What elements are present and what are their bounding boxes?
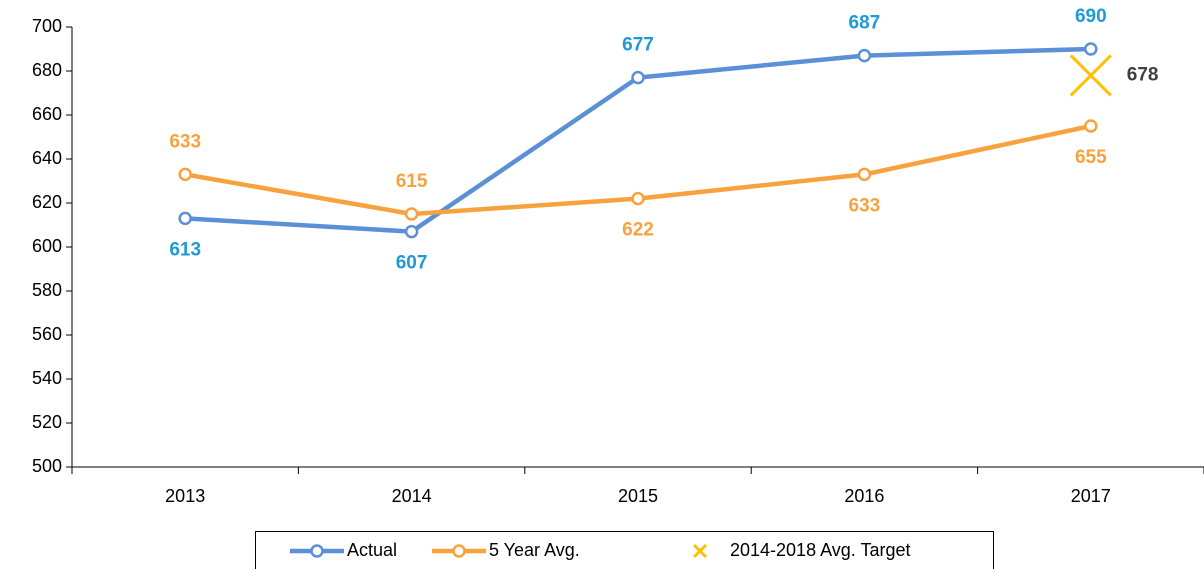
point-marker xyxy=(1084,119,1098,133)
x-tick-label: 2015 xyxy=(618,486,658,506)
y-tick-label: 660 xyxy=(32,104,62,124)
legend-label: 2014-2018 Avg. Target xyxy=(730,540,910,560)
x-tick-label: 2017 xyxy=(1071,486,1111,506)
y-tick-label: 580 xyxy=(32,280,62,300)
y-tick-label: 680 xyxy=(32,60,62,80)
legend-label: Actual xyxy=(347,540,397,560)
point-marker xyxy=(178,167,192,182)
value-label: 655 xyxy=(1075,147,1107,168)
point-marker xyxy=(857,167,872,182)
value-label: 677 xyxy=(622,35,654,56)
value-label: 690 xyxy=(1075,6,1107,27)
x-tick-label: 2013 xyxy=(165,486,205,506)
y-tick-label: 500 xyxy=(32,456,62,476)
point-marker xyxy=(404,224,419,239)
y-tick-label: 700 xyxy=(32,16,62,36)
y-tick-label: 600 xyxy=(32,236,62,256)
value-label: 615 xyxy=(396,171,428,192)
point-marker xyxy=(631,191,645,206)
x-tick-label: 2014 xyxy=(392,486,432,506)
value-label: 622 xyxy=(622,220,654,241)
y-tick-label: 560 xyxy=(32,324,62,344)
point-marker xyxy=(404,207,419,221)
value-label: 613 xyxy=(169,239,201,260)
legend-label: 5 Year Avg. xyxy=(489,540,580,560)
y-tick-label: 540 xyxy=(32,368,62,388)
y-tick-label: 620 xyxy=(32,192,62,212)
legend-box xyxy=(255,531,994,569)
x-tick-label: 2016 xyxy=(844,486,884,506)
point-marker xyxy=(631,70,645,85)
value-label: 678 xyxy=(1127,64,1159,85)
point-marker xyxy=(178,211,192,226)
legend-marker xyxy=(452,544,466,558)
legend-marker xyxy=(310,544,324,558)
legend-marker xyxy=(692,543,708,559)
point-marker xyxy=(1084,42,1098,56)
y-tick-label: 640 xyxy=(32,148,62,168)
point-marker xyxy=(857,48,872,63)
value-label: 633 xyxy=(169,131,201,152)
value-label: 633 xyxy=(849,195,881,216)
value-label: 607 xyxy=(396,253,428,274)
value-label: 687 xyxy=(849,13,881,34)
target-marker xyxy=(1069,54,1112,97)
y-tick-label: 520 xyxy=(32,412,62,432)
